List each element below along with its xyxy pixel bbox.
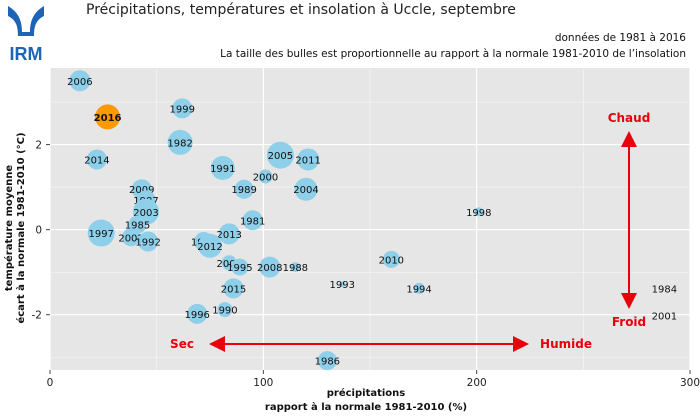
bubble-label-1982: 1982 bbox=[167, 138, 192, 149]
bubble-label-1991: 1991 bbox=[210, 164, 235, 175]
x-axis-label-line1: précipitations bbox=[327, 387, 406, 399]
bubble-label-1997: 1997 bbox=[88, 229, 113, 240]
bubble-size-note: La taille des bulles est proportionnelle… bbox=[220, 48, 686, 60]
x-axis-label-line2: rapport à la normale 1981-2010 (%) bbox=[265, 401, 467, 413]
y-tick-label: 2 bbox=[35, 140, 42, 152]
bubble-1981 bbox=[242, 210, 263, 231]
bubble-2016 bbox=[95, 104, 121, 130]
bubble-2004 bbox=[294, 177, 318, 201]
bubble-2008 bbox=[259, 256, 281, 278]
bubble-label-2002: 2002 bbox=[118, 233, 143, 244]
page-title: Précipitations, températures et insolati… bbox=[86, 2, 516, 18]
bubble-label-1996: 1996 bbox=[184, 310, 209, 321]
y-axis-label-line1: température moyenne bbox=[3, 165, 15, 292]
bubble-1982 bbox=[167, 129, 193, 155]
bubble-label-1986: 1986 bbox=[315, 357, 340, 368]
bubble-2006 bbox=[69, 70, 91, 92]
bubble-label-2005: 2005 bbox=[268, 151, 293, 162]
logo-text: IRM bbox=[10, 44, 43, 64]
irm-logo: IRM bbox=[8, 6, 44, 64]
bubble-label-1985: 1985 bbox=[125, 221, 150, 232]
bubble-label-1981: 1981 bbox=[240, 216, 265, 227]
bubble-1986 bbox=[317, 351, 337, 371]
bubble-2005 bbox=[266, 141, 294, 169]
bubble-2012 bbox=[198, 233, 222, 258]
bubble-layer: 2006 2016 1999 1982 2014 1991 2005 2011 2000 1989… bbox=[67, 70, 677, 371]
bubble-2000 bbox=[258, 169, 273, 184]
bubble-1999 bbox=[172, 98, 193, 119]
x-tick-label: 200 bbox=[467, 377, 487, 389]
bubble-label-2004: 2004 bbox=[293, 185, 318, 196]
bubble-label-2013: 2013 bbox=[216, 230, 241, 241]
major-grid bbox=[49, 68, 691, 370]
bubble-label-2008: 2008 bbox=[257, 263, 282, 274]
bubble-label-2009: 2009 bbox=[129, 185, 154, 196]
bubble-label-2016: 2016 bbox=[94, 113, 122, 124]
bubble-label-1995: 1995 bbox=[227, 263, 252, 274]
minor-grid bbox=[50, 68, 690, 370]
bubble-1991 bbox=[210, 155, 235, 180]
annotation-sec: Sec bbox=[170, 337, 194, 351]
annotation-chaud: Chaud bbox=[608, 111, 651, 125]
bubble-label-1998: 1998 bbox=[466, 208, 491, 219]
bubble-1990 bbox=[217, 302, 233, 318]
bubble-label-2001: 2001 bbox=[652, 312, 677, 323]
y-axis-label-line2: écart à la normale 1981-2010 (°C) bbox=[15, 132, 27, 323]
x-tick-label: 300 bbox=[680, 377, 700, 389]
bubble-label-2012: 2012 bbox=[197, 242, 222, 253]
bubble-2013 bbox=[218, 223, 240, 245]
annotation-humide: Humide bbox=[540, 337, 592, 351]
bubble-1988 bbox=[290, 262, 301, 273]
logo-emblem bbox=[8, 6, 44, 36]
bubble-label-2000: 2000 bbox=[253, 172, 278, 183]
y-tick-label: 0 bbox=[35, 225, 42, 237]
x-tick-label: 100 bbox=[253, 377, 273, 389]
annotation-arrows bbox=[209, 131, 637, 352]
bubble-1996 bbox=[187, 303, 208, 324]
bubble-label-1994: 1994 bbox=[406, 284, 431, 295]
bubble-1997 bbox=[87, 219, 115, 247]
bubble-label-2015: 2015 bbox=[221, 284, 246, 295]
y-axis-ticks: -2 0 2 bbox=[32, 140, 50, 322]
bubble-1989 bbox=[234, 179, 254, 199]
bubble-1994 bbox=[413, 282, 425, 294]
bubble-label-1992: 1992 bbox=[135, 238, 160, 249]
bubble-1995 bbox=[231, 258, 249, 276]
bubble-label-2007: 2007 bbox=[216, 259, 241, 270]
bubble-label-1999: 1999 bbox=[170, 104, 195, 115]
y-tick-label: -2 bbox=[32, 310, 42, 322]
bubble-2010 bbox=[382, 250, 400, 268]
bubble-label-2003: 2003 bbox=[133, 208, 158, 219]
bubble-label-1989: 1989 bbox=[231, 185, 256, 196]
bubble-2011 bbox=[297, 148, 320, 171]
data-period-note: données de 1981 à 2016 bbox=[554, 32, 686, 44]
bubble-2015 bbox=[223, 278, 244, 299]
bubble-2014 bbox=[86, 149, 107, 170]
bubble-1998 bbox=[474, 207, 484, 217]
bubble-label-1993: 1993 bbox=[330, 280, 355, 291]
bubble-label-2010: 2010 bbox=[379, 255, 404, 266]
bubble-label-1984: 1984 bbox=[652, 284, 677, 295]
annotation-froid: Froid bbox=[612, 315, 646, 329]
x-tick-label: 0 bbox=[47, 377, 54, 389]
bubble-label-1988: 1988 bbox=[283, 263, 308, 274]
bubble-1992 bbox=[138, 231, 159, 252]
bubble-label-2014: 2014 bbox=[84, 155, 109, 166]
bubble-label-2006: 2006 bbox=[67, 77, 92, 88]
x-axis-ticks: 0 100 200 300 bbox=[47, 370, 700, 389]
bubble-2002 bbox=[122, 228, 141, 247]
bubble-1993 bbox=[339, 281, 346, 288]
bubble-label-1990: 1990 bbox=[212, 306, 237, 317]
bubble-label-2011: 2011 bbox=[295, 155, 320, 166]
